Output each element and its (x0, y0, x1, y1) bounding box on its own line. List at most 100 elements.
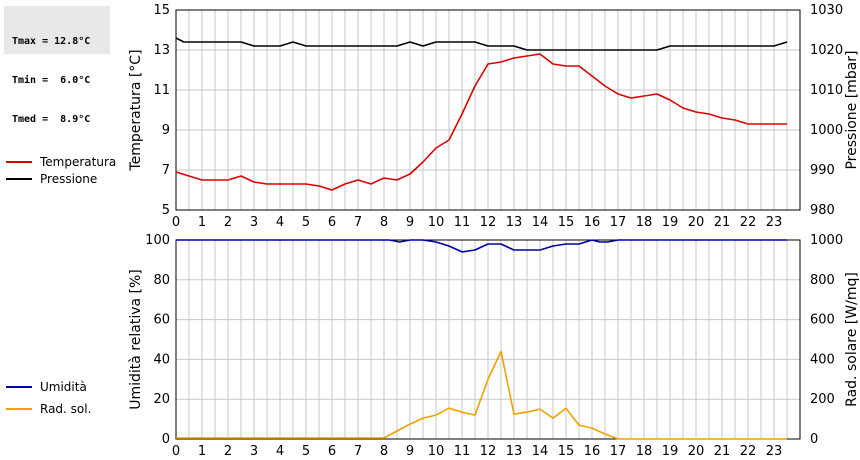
x-tick-label: 23 (766, 215, 783, 230)
y-axis-title-left: Temperatura [°C] (128, 49, 144, 171)
legend-swatch-humidity (6, 385, 32, 388)
x-tick-label: 3 (250, 215, 258, 230)
x-tick-label: 10 (428, 215, 445, 230)
x-tick-label: 13 (506, 444, 523, 459)
x-tick-label: 19 (662, 444, 679, 459)
y-tick-label-left: 15 (153, 3, 170, 18)
y-tick-label-left: 7 (162, 163, 170, 178)
series-line-pressure (175, 37, 788, 51)
x-tick-label: 9 (406, 444, 414, 459)
plot-frame (175, 239, 801, 440)
y-tick-label-left: 9 (162, 123, 170, 138)
x-tick-label: 21 (714, 444, 731, 459)
legend-top: Temperatura Pressione (6, 153, 116, 187)
y-tick-label-right: 600 (810, 313, 835, 328)
y-tick-label-right: 1020 (810, 43, 843, 58)
y-tick-label-right: 1010 (810, 83, 843, 98)
legend-swatch-temperature (6, 160, 32, 163)
x-tick-label: 7 (354, 444, 362, 459)
x-tick-label: 20 (688, 215, 705, 230)
x-tick-label: 11 (454, 215, 471, 230)
y-tick-label-right: 200 (810, 392, 835, 407)
x-tick-label: 7 (354, 215, 362, 230)
x-tick-label: 12 (480, 215, 497, 230)
legend-swatch-radiation (6, 407, 32, 410)
x-tick-label: 6 (328, 215, 336, 230)
y-tick-label-left: 60 (153, 313, 170, 328)
x-tick-label: 14 (532, 215, 549, 230)
y-axis-title-right: Pressione [mbar] (844, 50, 860, 169)
x-tick-label: 2 (224, 444, 232, 459)
y-tick-label-left: 20 (153, 392, 170, 407)
series-line-temperature (175, 53, 787, 191)
x-tick-label: 2 (224, 215, 232, 230)
x-tick-label: 6 (328, 444, 336, 459)
x-tick-label: 23 (766, 444, 783, 459)
y-tick-label-right: 980 (810, 203, 835, 218)
x-tick-label: 14 (532, 444, 549, 459)
x-tick-label: 19 (662, 215, 679, 230)
y-tick-label-left: 11 (153, 83, 170, 98)
stat-tmed: Tmed = 8.9°C (12, 114, 91, 125)
legend-label-humidity: Umidità (40, 379, 87, 394)
y-tick-label-left: 0 (162, 432, 170, 447)
x-tick-label: 15 (558, 444, 575, 459)
x-tick-label: 16 (584, 215, 601, 230)
y-tick-label-left: 40 (153, 352, 170, 367)
y-tick-label-right: 1030 (810, 3, 843, 18)
legend-label-temperature: Temperatura (40, 154, 117, 169)
legend-swatch-pressure (6, 177, 32, 180)
y-tick-label-left: 80 (153, 273, 170, 288)
x-tick-label: 18 (636, 444, 653, 459)
x-tick-label: 20 (688, 444, 705, 459)
legend-item-humidity: Umidità (6, 378, 91, 395)
chart-panel-bottom: 0 1 2 3 4 5 6 7 8 9 10 11 12 13 14 15 16 17 18 19 20 21 22 2302… (128, 233, 860, 459)
x-tick-label: 8 (380, 444, 388, 459)
x-tick-label: 5 (302, 444, 310, 459)
x-tick-label: 16 (584, 444, 601, 459)
stat-tmax: Tmax = 12.8°C (12, 36, 91, 47)
legend-label-radiation: Rad. sol. (40, 401, 92, 416)
series-line-radiation (176, 350, 787, 440)
y-axis-title-right: Rad. solare [W/mq] (844, 272, 860, 407)
legend-item-radiation: Rad. sol. (6, 400, 91, 417)
chart-panel-top: 0 1 2 3 4 5 6 7 8 9 10 11 12 13 14 15 16 17 18 19 20 21 22 2357… (128, 3, 860, 230)
legend-item-pressure: Pressione (6, 170, 116, 187)
y-tick-label-right: 1000 (810, 123, 843, 138)
x-tick-label: 4 (276, 444, 284, 459)
y-tick-label-right: 0 (810, 432, 818, 447)
stats-box: Tmax = 12.8°C Tmin = 6.0°C Tmed = 8.9°C (4, 6, 110, 125)
y-tick-label-left: 5 (162, 203, 170, 218)
x-tick-label: 17 (610, 215, 627, 230)
y-tick-label-right: 990 (810, 163, 835, 178)
x-tick-label: 22 (740, 444, 757, 459)
y-tick-label-right: 400 (810, 352, 835, 367)
x-tick-label: 3 (250, 444, 258, 459)
plot-frame (175, 9, 801, 211)
x-tick-label: 21 (714, 215, 731, 230)
y-tick-label-right: 1000 (810, 233, 843, 248)
x-tick-label: 1 (198, 215, 206, 230)
y-tick-label-left: 100 (145, 233, 170, 248)
legend-bottom: Umidità Rad. sol. (6, 378, 91, 417)
legend-item-temperature: Temperatura (6, 153, 116, 170)
stat-tmin: Tmin = 6.0°C (12, 75, 91, 86)
x-tick-label: 9 (406, 215, 414, 230)
legend-label-pressure: Pressione (40, 171, 98, 186)
x-tick-label: 0 (172, 444, 180, 459)
x-tick-label: 4 (276, 215, 284, 230)
x-tick-label: 8 (380, 215, 388, 230)
x-tick-label: 22 (740, 215, 757, 230)
x-tick-label: 15 (558, 215, 575, 230)
x-tick-label: 5 (302, 215, 310, 230)
x-tick-label: 13 (506, 215, 523, 230)
x-tick-label: 0 (172, 215, 180, 230)
x-tick-label: 18 (636, 215, 653, 230)
series-line-humidity (176, 239, 787, 253)
y-tick-label-right: 800 (810, 273, 835, 288)
x-tick-label: 17 (610, 444, 627, 459)
x-tick-label: 10 (428, 444, 445, 459)
x-tick-label: 12 (480, 444, 497, 459)
x-tick-label: 1 (198, 444, 206, 459)
